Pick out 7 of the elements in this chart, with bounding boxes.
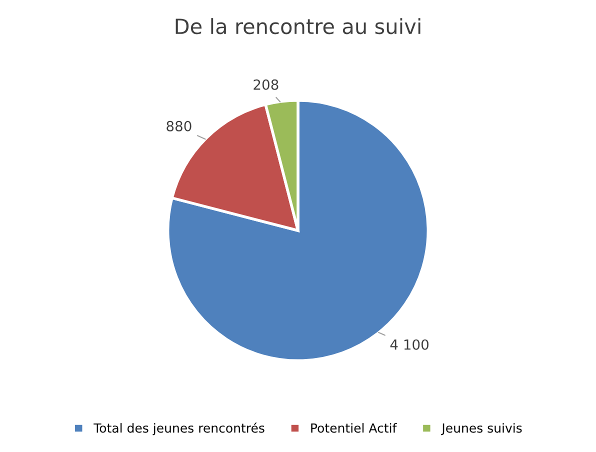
legend-label: Total des jeunes rencontrés [94, 422, 264, 436]
chart-title: De la rencontre au suivi [176, 18, 420, 34]
data-label: 208 [254, 79, 278, 90]
legend-label: Jeunes suivis [441, 423, 522, 436]
data-label: 880 [166, 120, 192, 132]
data-label: 4 100 [390, 339, 428, 350]
legend-label: Potentiel Actif [311, 423, 397, 433]
